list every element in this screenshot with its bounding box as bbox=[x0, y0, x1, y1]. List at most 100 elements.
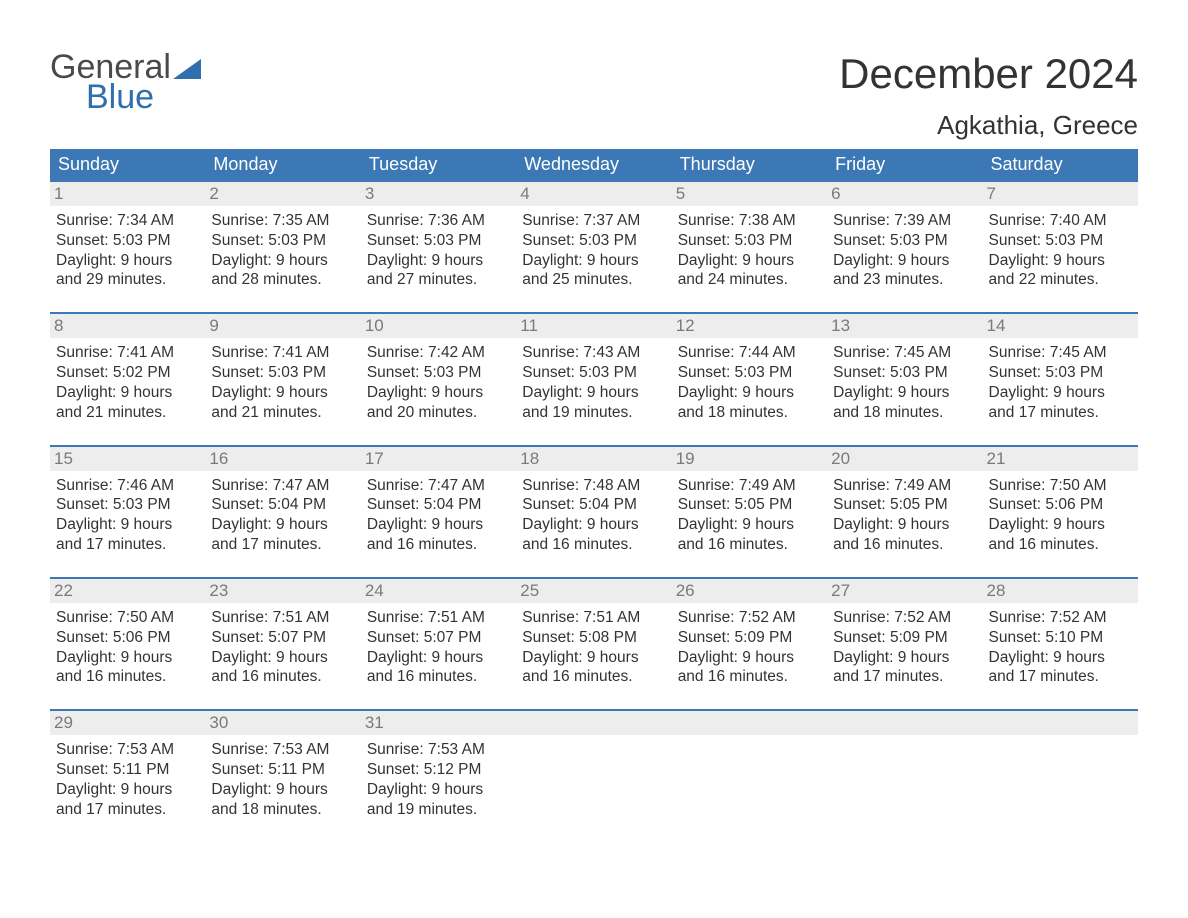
day-sunrise: Sunrise: 7:50 AM bbox=[56, 608, 199, 628]
day-body: Sunrise: 7:34 AMSunset: 5:03 PMDaylight:… bbox=[50, 206, 205, 298]
day-dl2: and 16 minutes. bbox=[989, 535, 1132, 555]
day-dl1: Daylight: 9 hours bbox=[833, 515, 976, 535]
day-body: Sunrise: 7:50 AMSunset: 5:06 PMDaylight:… bbox=[50, 603, 205, 695]
day-dl1: Daylight: 9 hours bbox=[56, 383, 199, 403]
day-sunrise: Sunrise: 7:39 AM bbox=[833, 211, 976, 231]
day-sunrise: Sunrise: 7:37 AM bbox=[522, 211, 665, 231]
day-number: 3 bbox=[361, 182, 516, 206]
day-sunrise: Sunrise: 7:50 AM bbox=[989, 476, 1132, 496]
day-cell: 16Sunrise: 7:47 AMSunset: 5:04 PMDayligh… bbox=[205, 447, 360, 563]
day-dl2: and 28 minutes. bbox=[211, 270, 354, 290]
day-sunrise: Sunrise: 7:40 AM bbox=[989, 211, 1132, 231]
day-sunset: Sunset: 5:05 PM bbox=[833, 495, 976, 515]
day-cell: 31Sunrise: 7:53 AMSunset: 5:12 PMDayligh… bbox=[361, 711, 516, 827]
day-number: 12 bbox=[672, 314, 827, 338]
day-dl2: and 18 minutes. bbox=[211, 800, 354, 820]
day-body bbox=[516, 735, 671, 748]
day-dl2: and 21 minutes. bbox=[211, 403, 354, 423]
day-number: 20 bbox=[827, 447, 982, 471]
day-dl1: Daylight: 9 hours bbox=[833, 383, 976, 403]
day-cell: 6Sunrise: 7:39 AMSunset: 5:03 PMDaylight… bbox=[827, 182, 982, 298]
day-dl1: Daylight: 9 hours bbox=[211, 648, 354, 668]
logo: General Blue bbox=[50, 50, 201, 114]
day-sunset: Sunset: 5:03 PM bbox=[367, 363, 510, 383]
day-cell: 11Sunrise: 7:43 AMSunset: 5:03 PMDayligh… bbox=[516, 314, 671, 430]
day-dl1: Daylight: 9 hours bbox=[367, 251, 510, 271]
day-dl2: and 16 minutes. bbox=[56, 667, 199, 687]
day-cell: 28Sunrise: 7:52 AMSunset: 5:10 PMDayligh… bbox=[983, 579, 1138, 695]
day-number: 4 bbox=[516, 182, 671, 206]
day-cell: 22Sunrise: 7:50 AMSunset: 5:06 PMDayligh… bbox=[50, 579, 205, 695]
day-sunrise: Sunrise: 7:49 AM bbox=[833, 476, 976, 496]
day-number: 29 bbox=[50, 711, 205, 735]
week-row: 1Sunrise: 7:34 AMSunset: 5:03 PMDaylight… bbox=[50, 180, 1138, 298]
day-number: 5 bbox=[672, 182, 827, 206]
day-dl2: and 16 minutes. bbox=[833, 535, 976, 555]
day-body bbox=[983, 735, 1138, 748]
day-cell: 10Sunrise: 7:42 AMSunset: 5:03 PMDayligh… bbox=[361, 314, 516, 430]
day-number: 13 bbox=[827, 314, 982, 338]
day-number bbox=[983, 711, 1138, 735]
day-dl1: Daylight: 9 hours bbox=[678, 383, 821, 403]
day-number: 7 bbox=[983, 182, 1138, 206]
day-body: Sunrise: 7:44 AMSunset: 5:03 PMDaylight:… bbox=[672, 338, 827, 430]
week-row: 8Sunrise: 7:41 AMSunset: 5:02 PMDaylight… bbox=[50, 312, 1138, 430]
day-header-sunday: Sunday bbox=[50, 149, 205, 180]
day-body: Sunrise: 7:45 AMSunset: 5:03 PMDaylight:… bbox=[827, 338, 982, 430]
day-sunrise: Sunrise: 7:46 AM bbox=[56, 476, 199, 496]
day-sunrise: Sunrise: 7:45 AM bbox=[989, 343, 1132, 363]
day-body: Sunrise: 7:41 AMSunset: 5:03 PMDaylight:… bbox=[205, 338, 360, 430]
day-dl1: Daylight: 9 hours bbox=[833, 648, 976, 668]
day-number: 30 bbox=[205, 711, 360, 735]
day-dl1: Daylight: 9 hours bbox=[56, 515, 199, 535]
day-cell: 12Sunrise: 7:44 AMSunset: 5:03 PMDayligh… bbox=[672, 314, 827, 430]
day-sunset: Sunset: 5:07 PM bbox=[211, 628, 354, 648]
day-number: 23 bbox=[205, 579, 360, 603]
day-sunset: Sunset: 5:06 PM bbox=[56, 628, 199, 648]
day-body: Sunrise: 7:40 AMSunset: 5:03 PMDaylight:… bbox=[983, 206, 1138, 298]
day-dl1: Daylight: 9 hours bbox=[367, 515, 510, 535]
week-row: 29Sunrise: 7:53 AMSunset: 5:11 PMDayligh… bbox=[50, 709, 1138, 827]
day-cell: 20 Sunrise: 7:49 AMSunset: 5:05 PMDayligh… bbox=[827, 447, 982, 563]
day-sunset: Sunset: 5:10 PM bbox=[989, 628, 1132, 648]
day-body: Sunrise: 7:53 AMSunset: 5:12 PMDaylight:… bbox=[361, 735, 516, 827]
day-cell: 30Sunrise: 7:53 AMSunset: 5:11 PMDayligh… bbox=[205, 711, 360, 827]
month-title: December 2024 bbox=[839, 50, 1138, 98]
day-sunset: Sunset: 5:03 PM bbox=[678, 231, 821, 251]
day-number: 26 bbox=[672, 579, 827, 603]
day-sunrise: Sunrise: 7:35 AM bbox=[211, 211, 354, 231]
day-dl2: and 24 minutes. bbox=[678, 270, 821, 290]
day-sunrise: Sunrise: 7:47 AM bbox=[211, 476, 354, 496]
logo-sail-icon bbox=[173, 59, 201, 79]
day-cell: 27Sunrise: 7:52 AMSunset: 5:09 PMDayligh… bbox=[827, 579, 982, 695]
day-sunrise: Sunrise: 7:36 AM bbox=[367, 211, 510, 231]
day-body: Sunrise: 7:53 AMSunset: 5:11 PMDaylight:… bbox=[205, 735, 360, 827]
day-dl1: Daylight: 9 hours bbox=[678, 648, 821, 668]
day-cell: 29Sunrise: 7:53 AMSunset: 5:11 PMDayligh… bbox=[50, 711, 205, 827]
day-dl1: Daylight: 9 hours bbox=[56, 780, 199, 800]
day-dl2: and 29 minutes. bbox=[56, 270, 199, 290]
day-header-monday: Monday bbox=[205, 149, 360, 180]
day-body: Sunrise: 7:51 AMSunset: 5:08 PMDaylight:… bbox=[516, 603, 671, 695]
day-number bbox=[672, 711, 827, 735]
day-number: 31 bbox=[361, 711, 516, 735]
day-number: 16 bbox=[205, 447, 360, 471]
day-cell: 15Sunrise: 7:46 AMSunset: 5:03 PMDayligh… bbox=[50, 447, 205, 563]
day-sunrise: Sunrise: 7:52 AM bbox=[678, 608, 821, 628]
day-sunrise: Sunrise: 7:47 AM bbox=[367, 476, 510, 496]
day-cell: 21Sunrise: 7:50 AMSunset: 5:06 PMDayligh… bbox=[983, 447, 1138, 563]
day-number: 10 bbox=[361, 314, 516, 338]
day-number bbox=[516, 711, 671, 735]
day-cell: 23Sunrise: 7:51 AMSunset: 5:07 PMDayligh… bbox=[205, 579, 360, 695]
day-dl2: and 16 minutes. bbox=[522, 535, 665, 555]
day-header-row: Sunday Monday Tuesday Wednesday Thursday… bbox=[50, 149, 1138, 180]
day-cell bbox=[516, 711, 671, 827]
day-number: 2 bbox=[205, 182, 360, 206]
day-dl1: Daylight: 9 hours bbox=[211, 780, 354, 800]
day-cell: 1Sunrise: 7:34 AMSunset: 5:03 PMDaylight… bbox=[50, 182, 205, 298]
day-sunset: Sunset: 5:09 PM bbox=[833, 628, 976, 648]
day-dl1: Daylight: 9 hours bbox=[989, 383, 1132, 403]
day-dl1: Daylight: 9 hours bbox=[522, 251, 665, 271]
day-dl2: and 16 minutes. bbox=[367, 667, 510, 687]
day-header-saturday: Saturday bbox=[983, 149, 1138, 180]
